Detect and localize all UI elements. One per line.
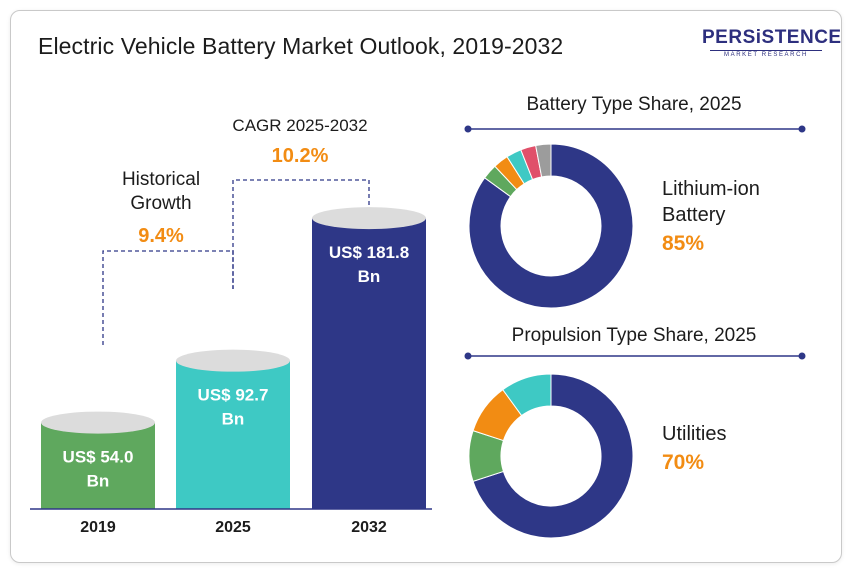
battery-type-donut bbox=[468, 143, 634, 309]
x-tick-label: 2019 bbox=[80, 519, 116, 536]
donut-slice-3 bbox=[502, 373, 552, 417]
propulsion-type-header: Propulsion Type Share, 2025 bbox=[464, 325, 806, 360]
propulsion-type-title: Propulsion Type Share, 2025 bbox=[512, 325, 757, 346]
bar-top-cap bbox=[41, 411, 155, 434]
bar-2032 bbox=[312, 218, 426, 509]
donut-slice-0 bbox=[472, 373, 634, 539]
propulsion-type-label: Utilities bbox=[662, 423, 726, 445]
bar-value-label: US$ 54.0 bbox=[63, 448, 134, 467]
propulsion-type-callout: Utilities 70% bbox=[662, 423, 726, 474]
page-title: Electric Vehicle Battery Market Outlook,… bbox=[38, 33, 564, 59]
propulsion-type-share-value: 70% bbox=[662, 451, 704, 474]
donut-slice-5 bbox=[535, 143, 552, 178]
historical-label-line2: Growth bbox=[130, 193, 191, 214]
battery-type-header: Battery Type Share, 2025 bbox=[464, 94, 806, 133]
battery-type-callout: Lithium-ion Battery 85% bbox=[662, 178, 760, 255]
bar-value-label: Bn bbox=[222, 410, 245, 429]
cagr-value: 10.2% bbox=[272, 145, 329, 167]
rule-dot bbox=[464, 125, 472, 133]
donut-slice-0 bbox=[468, 143, 634, 309]
cagr-label: CAGR 2025-2032 bbox=[232, 116, 367, 135]
rule-dot bbox=[798, 352, 806, 360]
bar-value-label: Bn bbox=[87, 472, 110, 491]
propulsion-type-donut bbox=[468, 373, 634, 539]
x-tick-label: 2032 bbox=[351, 519, 387, 536]
battery-type-label-line1: Lithium-ion bbox=[662, 178, 760, 200]
historical-growth-connector bbox=[102, 250, 234, 345]
x-tick-label: 2025 bbox=[215, 519, 251, 536]
battery-type-title: Battery Type Share, 2025 bbox=[526, 94, 741, 115]
growth-annotations: Historical Growth 9.4% CAGR 2025-2032 10… bbox=[102, 116, 370, 345]
historical-label-line1: Historical bbox=[122, 169, 200, 190]
bar-top-cap bbox=[312, 207, 426, 230]
bar-value-label: US$ 181.8 bbox=[329, 243, 409, 262]
bar-top-cap bbox=[176, 349, 290, 372]
bar-value-label: Bn bbox=[358, 267, 381, 286]
bar-chart: US$ 54.0 Bn 2019 US$ 92.7 Bn 2025 US$ 181.8 Bn 2… bbox=[41, 207, 426, 536]
bar-2019 bbox=[41, 422, 155, 509]
battery-type-share-value: 85% bbox=[662, 232, 704, 255]
bar-2025 bbox=[176, 360, 290, 509]
rule-dot bbox=[464, 352, 472, 360]
historical-growth-value: 9.4% bbox=[138, 225, 184, 247]
brand-logo: PERSiSTENCE MARKET RESEARCH bbox=[702, 22, 842, 64]
cagr-connector bbox=[232, 179, 370, 289]
bar-value-label: US$ 92.7 bbox=[198, 386, 269, 405]
rule-dot bbox=[798, 125, 806, 133]
battery-type-label-line2: Battery bbox=[662, 204, 725, 226]
logo-wordmark: PERSiSTENCE bbox=[702, 27, 842, 48]
logo-tagline: MARKET RESEARCH bbox=[710, 50, 822, 59]
